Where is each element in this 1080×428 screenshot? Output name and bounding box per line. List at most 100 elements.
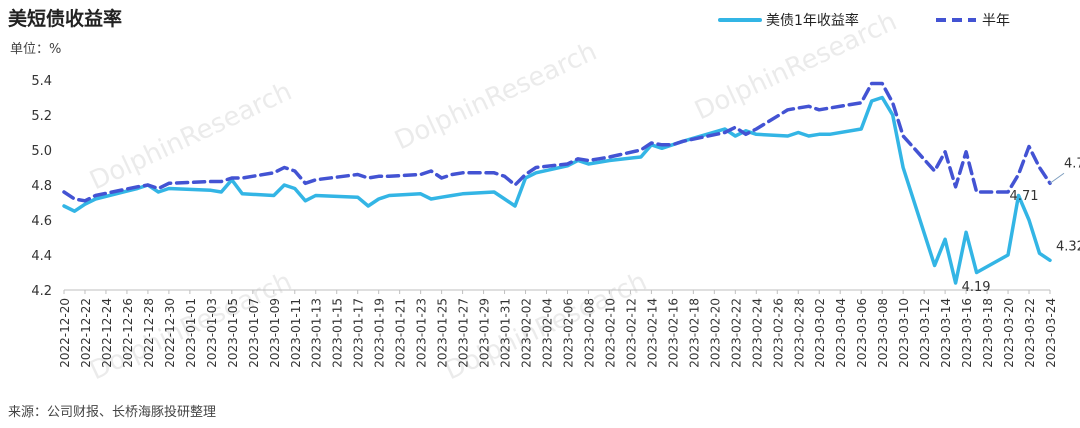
x-tick-label: 2023-02-02 — [520, 298, 534, 368]
x-tick-label: 2023-03-06 — [855, 298, 869, 368]
data-point-series-1 — [901, 166, 905, 170]
y-tick-label: 4.8 — [31, 179, 52, 194]
data-point-series-2 — [387, 174, 391, 178]
data-point-series-1 — [356, 195, 360, 199]
data-point-series-1 — [660, 146, 664, 150]
data-point-series-1 — [597, 160, 601, 164]
x-tick-label: 2022-12-28 — [142, 298, 156, 368]
y-tick-label: 5.4 — [31, 74, 52, 89]
data-point-series-2 — [219, 180, 223, 184]
x-tick-label: 2023-03-16 — [960, 298, 974, 368]
data-point-series-2 — [440, 176, 444, 180]
x-tick-label: 2023-02-04 — [541, 298, 555, 368]
data-point-series-2 — [901, 134, 905, 138]
data-point-series-2 — [135, 185, 139, 189]
data-point-series-1 — [72, 209, 76, 213]
legend-item-series2: 半年 — [934, 10, 1010, 30]
data-point-series-2 — [649, 141, 653, 145]
data-point-series-1 — [870, 99, 874, 103]
x-tick-label: 2023-03-08 — [876, 298, 890, 368]
data-point-series-1 — [314, 194, 318, 198]
data-point-series-2 — [534, 166, 538, 170]
x-tick-label: 2023-03-04 — [834, 298, 848, 368]
data-point-series-2 — [1027, 145, 1031, 149]
source-note: 来源：公司财报、长桥海豚投研整理 — [8, 405, 217, 420]
x-tick-label: 2023-01-19 — [373, 298, 387, 368]
data-point-series-2 — [754, 127, 758, 131]
x-tick-label: 2023-02-14 — [645, 298, 659, 368]
data-point-series-2 — [975, 190, 979, 194]
data-point-series-2 — [314, 178, 318, 182]
x-tick-label: 2023-01-13 — [310, 298, 324, 368]
x-tick-label: 2023-01-25 — [436, 298, 450, 368]
data-point-series-2 — [524, 173, 528, 177]
data-point-series-1 — [817, 132, 821, 136]
data-point-series-1 — [440, 195, 444, 199]
series-line-2 — [62, 81, 1052, 203]
data-point-series-1 — [492, 190, 496, 194]
data-point-series-1 — [272, 194, 276, 198]
data-point-series-1 — [639, 155, 643, 159]
data-point-series-1 — [880, 96, 884, 100]
watermark-logo: DolphinResearch — [85, 77, 296, 197]
data-point-series-1 — [807, 134, 811, 138]
data-point-series-1 — [534, 171, 538, 175]
annotation-label: 4.76 — [1064, 156, 1080, 171]
x-tick-label: 2023-02-18 — [687, 298, 701, 368]
data-point-series-2 — [1017, 173, 1021, 177]
legend: 美债1年收益率 半年 — [718, 10, 1058, 32]
data-point-series-1 — [240, 192, 244, 196]
data-point-series-2 — [828, 106, 832, 110]
x-tick-label: 2023-01-15 — [331, 298, 345, 368]
data-point-series-2 — [272, 171, 276, 175]
data-point-series-1 — [156, 190, 160, 194]
data-point-series-2 — [72, 197, 76, 201]
y-tick-label: 5.2 — [31, 109, 52, 124]
x-tick-label: 2022-12-20 — [58, 298, 72, 368]
data-point-series-1 — [954, 281, 958, 285]
y-tick-label: 5.0 — [31, 144, 52, 159]
data-point-series-2 — [513, 183, 517, 187]
x-tick-label: 2023-01-23 — [415, 298, 429, 368]
data-point-series-2 — [964, 150, 968, 154]
annotation-label: 4.71 — [1010, 189, 1039, 204]
annotation-label: 4.19 — [962, 280, 991, 295]
data-point-series-2 — [576, 157, 580, 161]
data-point-series-2 — [786, 108, 790, 112]
data-point-series-2 — [293, 169, 297, 173]
data-point-series-1 — [513, 204, 517, 208]
data-point-series-2 — [597, 157, 601, 161]
data-point-series-1 — [282, 183, 286, 187]
data-point-series-1 — [933, 264, 937, 268]
data-point-series-1 — [303, 199, 307, 203]
data-point-series-1 — [796, 131, 800, 135]
x-tick-label: 2023-02-12 — [624, 298, 638, 368]
x-tick-label: 2023-02-06 — [561, 298, 575, 368]
data-point-series-1 — [83, 202, 87, 206]
x-tick-label: 2023-03-10 — [897, 298, 911, 368]
x-tick-label: 2023-01-17 — [352, 298, 366, 368]
x-tick-label: 2023-02-08 — [582, 298, 596, 368]
x-tick-label: 2023-03-02 — [813, 298, 827, 368]
x-tick-label: 2023-01-11 — [289, 298, 303, 368]
x-tick-label: 2023-01-03 — [205, 298, 219, 368]
data-point-series-2 — [933, 169, 937, 173]
data-point-series-2 — [492, 171, 496, 175]
x-tick-label: 2023-01-31 — [499, 298, 513, 368]
data-point-series-1 — [891, 113, 895, 117]
data-point-series-2 — [880, 82, 884, 86]
data-point-series-2 — [93, 194, 97, 198]
x-tick-label: 2023-01-01 — [184, 298, 198, 368]
x-tick-label: 2023-03-20 — [1002, 298, 1016, 368]
data-point-series-2 — [586, 159, 590, 163]
legend-label-series1: 美债1年收益率 — [766, 13, 859, 29]
y-tick-label: 4.2 — [31, 284, 52, 299]
legend-dashed-line-icon — [936, 18, 976, 22]
x-tick-label: 2023-02-20 — [708, 298, 722, 368]
data-point-series-2 — [230, 176, 234, 180]
data-point-series-1 — [1038, 251, 1042, 255]
data-point-series-1 — [377, 197, 381, 201]
data-point-series-2 — [723, 131, 727, 135]
x-tick-label: 2023-03-12 — [918, 298, 932, 368]
